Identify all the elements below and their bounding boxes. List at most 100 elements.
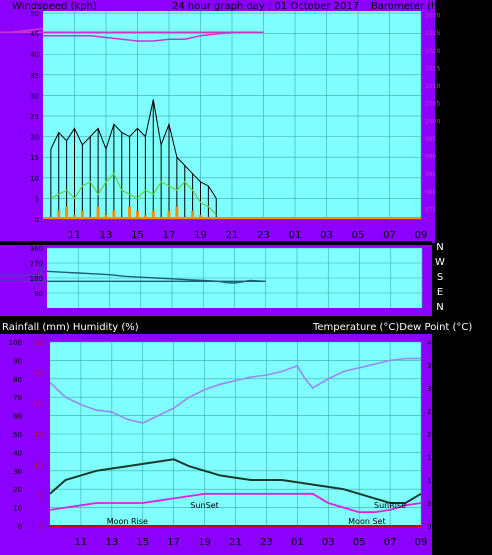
direction-y-tick: 90 — [34, 290, 43, 298]
humidity-y-tick: 50 — [13, 431, 22, 439]
barometer-y-tick: 1000 — [425, 118, 440, 125]
wind-x-tick: 03 — [320, 230, 333, 241]
direction-y-tick: 360 — [30, 245, 43, 253]
annotation-label: Moon Set — [348, 517, 385, 526]
chart-labels: 11 13 15 17 19 21 23 01 03 05 07 090510152025303540… — [9, 10, 445, 548]
barometer-line — [0, 27, 264, 42]
temp-y-tick: 20 — [427, 431, 436, 439]
temp-x-tick: 03 — [322, 537, 335, 548]
humidity-y-tick: 100 — [9, 339, 22, 347]
temperature-line — [49, 458, 422, 504]
annotation-label: Moon Rise — [107, 517, 148, 526]
rainfall-y-tick: 20 — [34, 400, 43, 408]
direction-y-tick: 270 — [30, 260, 43, 268]
temp-y-tick: 35 — [427, 362, 436, 370]
compass-label: S — [437, 272, 443, 283]
wind-y-tick: 15 — [30, 154, 39, 162]
temp-x-tick: 11 — [75, 537, 88, 548]
wind-x-tick: 07 — [383, 230, 396, 241]
humidity-y-tick: 10 — [13, 505, 22, 513]
wind-gust-line — [50, 99, 217, 199]
wind-y-tick: 25 — [30, 113, 39, 121]
humidity-y-tick: 40 — [13, 449, 22, 457]
wind-y-tick: 35 — [30, 72, 39, 80]
wind-y-tick: 50 — [30, 10, 39, 18]
wind-y-tick: 20 — [30, 134, 39, 142]
wind-y-tick: 10 — [30, 175, 39, 183]
wind-x-tick: 15 — [131, 230, 144, 241]
humidity-y-tick: 20 — [13, 486, 22, 494]
barometer-y-tick: 1005 — [425, 101, 440, 108]
rainfall-y-tick: 0 — [39, 523, 43, 531]
temp-y-tick: 25 — [427, 408, 436, 416]
temp-grid — [50, 341, 422, 527]
temp-x-tick: 13 — [105, 537, 118, 548]
barometer-y-tick: 1020 — [425, 48, 440, 55]
humidity-y-tick: 70 — [13, 394, 22, 402]
rainfall-y-tick: 10 — [34, 462, 43, 470]
rainfall-y-tick: 5 — [39, 492, 43, 500]
temp-x-tick: 23 — [260, 537, 273, 548]
barometer-axis-title: Barometer (hpa) — [371, 1, 454, 12]
humidity-y-tick: 30 — [13, 468, 22, 476]
rainfall-y-tick: 25 — [34, 370, 43, 378]
rainfall-y-tick: 30 — [34, 339, 43, 347]
annotation-label: SunSet — [190, 501, 218, 510]
wind-x-tick: 19 — [194, 230, 207, 241]
chart-marks — [0, 27, 422, 527]
wind-y-tick: 0 — [35, 216, 39, 224]
compass-label: N — [436, 302, 443, 313]
wind-x-tick: 11 — [68, 230, 81, 241]
wind-axis-title: Windspeed (kph) — [12, 1, 97, 12]
annotation-label: SunRise — [374, 501, 406, 510]
wind-y-tick: 45 — [30, 31, 39, 39]
temp-x-tick: 15 — [136, 537, 149, 548]
barometer-y-tick: 1010 — [425, 83, 440, 90]
barometer-y-tick: 1015 — [425, 65, 440, 72]
temp-x-tick: 21 — [229, 537, 242, 548]
wind-avg-line — [50, 172, 217, 216]
humidity-y-tick: 80 — [13, 376, 22, 384]
compass-label: E — [437, 287, 443, 298]
humidity-line — [49, 357, 421, 424]
wind-y-tick: 5 — [35, 195, 39, 203]
temp-dewpoint-title: Temperature (°C)Dew Point (°C) — [312, 322, 472, 333]
barometer-y-tick: 995 — [425, 136, 437, 143]
chart-title: 24 hour graph day : 01 October 2017 — [172, 1, 359, 12]
temp-y-tick: 0 — [427, 523, 431, 531]
barometer-y-tick: 1025 — [425, 30, 440, 37]
wind-y-tick: 30 — [30, 92, 39, 100]
barometer-y-tick: 980 — [425, 189, 437, 196]
rain-humidity-title: Rainfall (mm) Humidity (%) — [2, 322, 139, 333]
wind-x-tick: 01 — [289, 230, 302, 241]
temp-x-tick: 07 — [384, 537, 397, 548]
temp-x-tick: 09 — [415, 537, 428, 548]
temp-y-tick: 40 — [427, 339, 436, 347]
wind-x-tick: 05 — [352, 230, 365, 241]
direction-grid — [47, 247, 423, 308]
temp-x-tick: 01 — [291, 537, 304, 548]
humidity-y-tick: 60 — [13, 413, 22, 421]
temp-y-tick: 30 — [427, 385, 436, 393]
barometer-y-tick: 975 — [425, 206, 437, 213]
compass-label: N — [436, 242, 443, 253]
temp-x-tick: 17 — [167, 537, 180, 548]
wind-x-tick: 13 — [100, 230, 113, 241]
direction-y-tick: 180 — [30, 275, 43, 283]
temp-y-tick: 5 — [427, 500, 431, 508]
barometer-y-tick: 990 — [425, 154, 437, 161]
temp-x-tick: 19 — [198, 537, 211, 548]
wind-x-tick: 09 — [415, 230, 428, 241]
wind-x-tick: 21 — [226, 230, 239, 241]
compass-label: W — [435, 257, 445, 268]
barometer-y-tick: 985 — [425, 171, 437, 178]
direction-line — [0, 264, 266, 284]
wind-y-tick: 40 — [30, 51, 39, 59]
barometer-y-tick: 1030 — [425, 13, 440, 20]
temp-x-tick: 05 — [353, 537, 366, 548]
humidity-y-tick: 0 — [18, 523, 22, 531]
wind-x-tick: 23 — [257, 230, 270, 241]
temp-y-tick: 10 — [427, 477, 436, 485]
rainfall-y-tick: 15 — [34, 431, 43, 439]
